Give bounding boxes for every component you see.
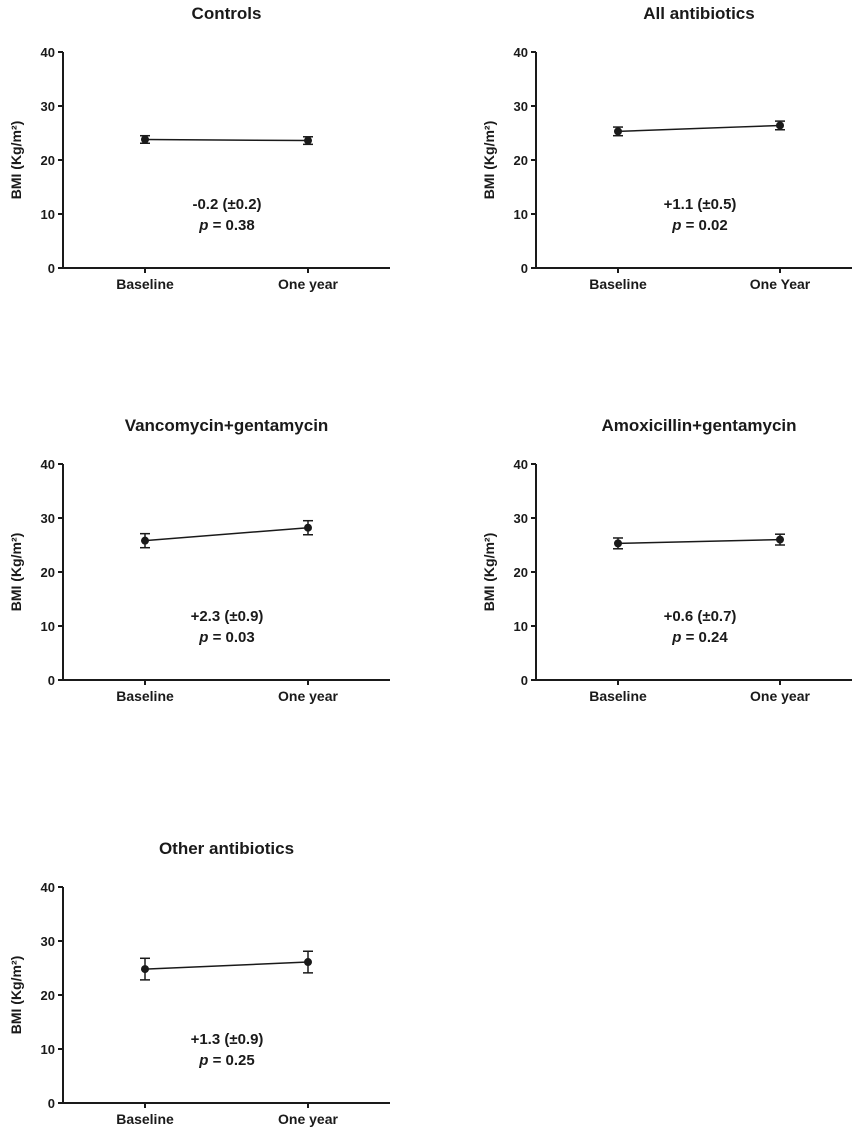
data-point bbox=[141, 965, 149, 974]
data-point bbox=[141, 135, 149, 144]
chart-panel-5: Other antibiotics 0 10 20 30 40 BMI (Kg/m²) Bas… bbox=[8, 839, 390, 1127]
data-point bbox=[776, 535, 784, 544]
x-tick-label: One Year bbox=[750, 276, 811, 292]
chart-title: Vancomycin+gentamycin bbox=[125, 416, 329, 435]
x-tick-label: Baseline bbox=[589, 276, 647, 292]
data-point bbox=[776, 121, 784, 130]
p-value-annotation: p = 0.38 bbox=[198, 217, 254, 234]
y-tick-label: 30 bbox=[41, 934, 55, 949]
y-axis-label: BMI (Kg/m²) bbox=[8, 956, 24, 1035]
y-tick-label: 10 bbox=[41, 619, 55, 634]
x-tick-label: Baseline bbox=[589, 688, 647, 704]
chart-title: Controls bbox=[192, 4, 262, 23]
p-value: = 0.02 bbox=[681, 217, 727, 234]
y-tick-label: 10 bbox=[41, 1042, 55, 1057]
series-line bbox=[617, 124, 781, 133]
y-tick-label: 30 bbox=[514, 99, 528, 114]
y-tick-label: 20 bbox=[41, 153, 55, 168]
y-tick-label: 20 bbox=[514, 565, 528, 580]
change-annotation: +2.3 (±0.9) bbox=[191, 608, 264, 625]
data-point bbox=[304, 523, 312, 532]
p-label: p bbox=[671, 217, 681, 234]
y-tick-label: 10 bbox=[41, 207, 55, 222]
y-tick-label: 20 bbox=[41, 988, 55, 1003]
y-axis-label: BMI (Kg/m²) bbox=[8, 121, 24, 200]
chart-panel-4: Amoxicillin+gentamycin 0 10 20 30 40 BMI (Kg/m… bbox=[481, 416, 852, 704]
y-tick-label: 0 bbox=[48, 673, 55, 688]
p-value: = 0.38 bbox=[208, 217, 254, 234]
p-label: p bbox=[671, 629, 681, 646]
data-point bbox=[304, 958, 312, 967]
y-tick-label: 40 bbox=[41, 880, 55, 895]
series-line bbox=[144, 526, 309, 542]
y-tick-label: 20 bbox=[514, 153, 528, 168]
x-tick-label: One year bbox=[278, 688, 338, 704]
data-point bbox=[614, 539, 622, 548]
x-tick-label: One year bbox=[278, 276, 338, 292]
data-point bbox=[304, 136, 312, 145]
x-tick-label: One year bbox=[750, 688, 810, 704]
change-annotation: +1.3 (±0.9) bbox=[191, 1031, 264, 1048]
p-value-annotation: p = 0.02 bbox=[671, 217, 727, 234]
y-tick-label: 30 bbox=[514, 511, 528, 526]
x-tick-label: Baseline bbox=[116, 1111, 174, 1127]
chart-panel-2: All antibiotics 0 10 20 30 40 BMI (Kg/m²) Basel… bbox=[481, 4, 852, 292]
data-point bbox=[614, 127, 622, 136]
y-tick-label: 0 bbox=[48, 1096, 55, 1111]
y-tick-label: 20 bbox=[41, 565, 55, 580]
chart-title: All antibiotics bbox=[643, 4, 754, 23]
p-value-annotation: p = 0.03 bbox=[198, 629, 254, 646]
y-tick-label: 0 bbox=[521, 673, 528, 688]
p-value: = 0.25 bbox=[208, 1052, 254, 1069]
y-tick-label: 40 bbox=[514, 45, 528, 60]
x-tick-label: Baseline bbox=[116, 276, 174, 292]
p-value-annotation: p = 0.24 bbox=[671, 629, 728, 646]
p-value-annotation: p = 0.25 bbox=[198, 1052, 254, 1069]
series-line bbox=[144, 961, 309, 970]
series-line bbox=[617, 538, 781, 545]
series-line bbox=[144, 138, 309, 142]
p-value: = 0.24 bbox=[681, 629, 728, 646]
y-tick-label: 30 bbox=[41, 99, 55, 114]
p-label: p bbox=[198, 217, 208, 234]
change-annotation: +1.1 (±0.5) bbox=[664, 196, 737, 213]
y-tick-label: 40 bbox=[514, 457, 528, 472]
p-label: p bbox=[198, 1052, 208, 1069]
y-tick-label: 40 bbox=[41, 45, 55, 60]
y-axis-label: BMI (Kg/m²) bbox=[8, 533, 24, 612]
x-tick-label: Baseline bbox=[116, 688, 174, 704]
data-point bbox=[141, 536, 149, 545]
chart-title: Amoxicillin+gentamycin bbox=[601, 416, 796, 435]
change-annotation: -0.2 (±0.2) bbox=[192, 196, 261, 213]
y-tick-label: 30 bbox=[41, 511, 55, 526]
chart-panel-3: Vancomycin+gentamycin 0 10 20 30 40 BMI (Kg/m²… bbox=[8, 416, 390, 704]
chart-title: Other antibiotics bbox=[159, 839, 294, 858]
y-axis-label: BMI (Kg/m²) bbox=[481, 533, 497, 612]
change-annotation: +0.6 (±0.7) bbox=[664, 608, 737, 625]
y-tick-label: 40 bbox=[41, 457, 55, 472]
p-value: = 0.03 bbox=[208, 629, 254, 646]
y-tick-label: 10 bbox=[514, 619, 528, 634]
y-tick-label: 0 bbox=[48, 261, 55, 276]
x-tick-label: One year bbox=[278, 1111, 338, 1127]
y-tick-label: 10 bbox=[514, 207, 528, 222]
chart-panel-1: Controls 0 10 20 30 40 BMI (Kg/m²) Baseline One … bbox=[8, 4, 390, 292]
y-axis-label: BMI (Kg/m²) bbox=[481, 121, 497, 200]
p-label: p bbox=[198, 629, 208, 646]
y-tick-label: 0 bbox=[521, 261, 528, 276]
